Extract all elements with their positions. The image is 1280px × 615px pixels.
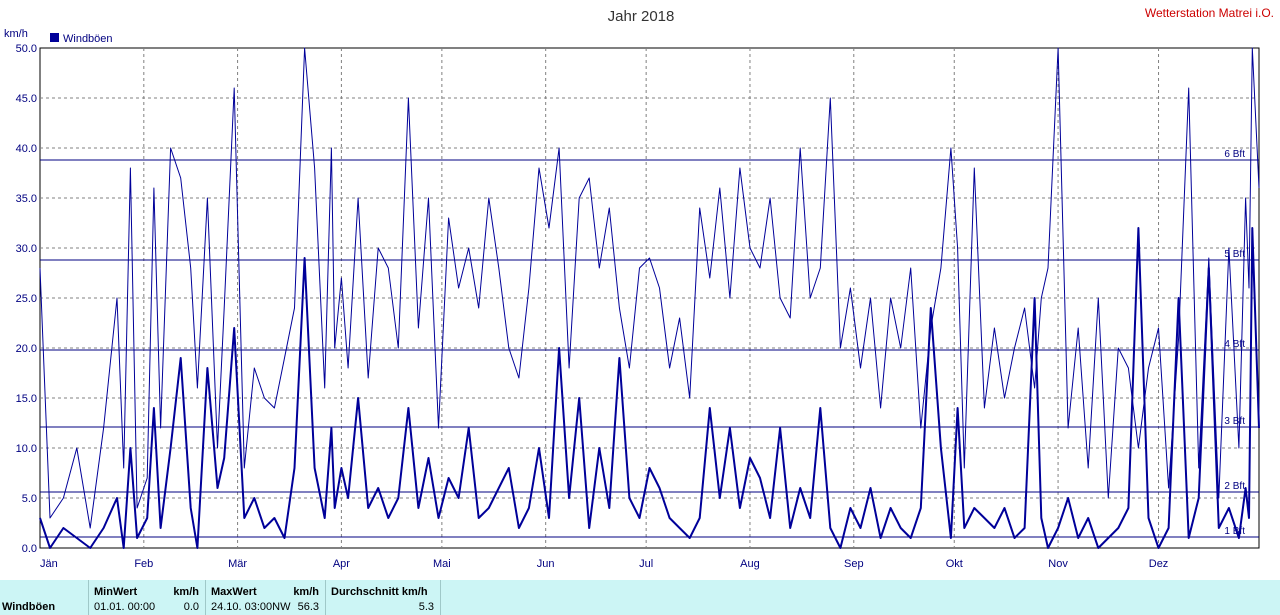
x-tick-label: Apr	[333, 558, 350, 570]
x-tick-labels: Jän Feb Mär Apr Mai Jun Jul Aug Sep Okt Nov Dez	[40, 558, 1168, 570]
statistics-bar: Windböen MinWert km/h 01.01. 00:00 0.0 M…	[0, 580, 1280, 615]
x-tick-label: Nov	[1048, 558, 1068, 570]
x-tick-label: Okt	[946, 558, 963, 570]
x-tick-label: Feb	[134, 558, 153, 570]
beaufort-label: 6 Bft	[1224, 149, 1245, 160]
x-tick-label: Dez	[1149, 558, 1169, 570]
beaufort-label: 3 Bft	[1224, 416, 1245, 427]
station-name: Wetterstation Matrei i.O.	[1145, 6, 1274, 20]
beaufort-label: 2 Bft	[1224, 481, 1245, 492]
series-line-thin	[39, 47, 1260, 529]
min-header: MinWert	[94, 586, 138, 598]
wind-gust-chart: Jahr 2018 Wetterstation Matrei i.O. km/h…	[4, 6, 1274, 570]
y-tick-label: 40.0	[16, 143, 37, 155]
y-tick-label: 25.0	[16, 293, 37, 305]
legend-swatch	[50, 33, 59, 42]
x-tick-label: Mai	[433, 558, 451, 570]
y-tick-label: 45.0	[16, 93, 37, 105]
series-lines	[39, 47, 1260, 549]
average-header: Durchschnitt km/h	[331, 586, 428, 598]
y-tick-label: 35.0	[16, 193, 37, 205]
average-value: 5.3	[418, 601, 434, 613]
beaufort-label: 5 Bft	[1224, 249, 1245, 260]
y-axis-unit: km/h	[4, 28, 28, 40]
stats-average-cell: Durchschnitt km/h 5.3	[326, 580, 441, 615]
y-tick-label: 0.0	[22, 543, 37, 555]
stats-min-cell: MinWert km/h 01.01. 00:00 0.0	[89, 580, 206, 615]
chart-title: Jahr 2018	[608, 8, 675, 25]
x-tick-label: Mär	[228, 558, 247, 570]
y-tick-label: 30.0	[16, 243, 37, 255]
legend-label: Windböen	[63, 33, 113, 45]
min-unit: km/h	[173, 586, 199, 598]
stats-row-label-cell: Windböen	[0, 580, 89, 615]
x-tick-label: Jän	[40, 558, 58, 570]
min-value: 0.0	[183, 601, 199, 613]
y-tick-label: 50.0	[16, 43, 37, 55]
beaufort-label: 4 Bft	[1224, 339, 1245, 350]
max-time: 24.10. 03:00NW	[211, 601, 291, 613]
y-tick-label: 10.0	[16, 443, 37, 455]
max-value: 56.3	[297, 601, 319, 613]
stats-row-label: Windböen	[2, 601, 56, 613]
beaufort-label: 1 Bft	[1224, 526, 1245, 537]
x-tick-label: Aug	[740, 558, 760, 570]
y-tick-label: 15.0	[16, 393, 37, 405]
stats-max-cell: MaxWert km/h 24.10. 03:00NW 56.3	[206, 580, 326, 615]
max-unit: km/h	[293, 586, 319, 598]
min-time: 01.01. 00:00	[94, 601, 156, 613]
x-tick-label: Jul	[639, 558, 653, 570]
x-tick-label: Sep	[844, 558, 864, 570]
series-line-bold	[39, 227, 1260, 549]
y-tick-labels: 0.0 5.0 10.0 15.0 20.0 25.0 30.0 35.0 40.0 45.0 50…	[16, 43, 37, 555]
x-tick-label: Jun	[537, 558, 555, 570]
y-tick-label: 20.0	[16, 343, 37, 355]
y-tick-label: 5.0	[22, 493, 37, 505]
max-header: MaxWert	[211, 586, 257, 598]
